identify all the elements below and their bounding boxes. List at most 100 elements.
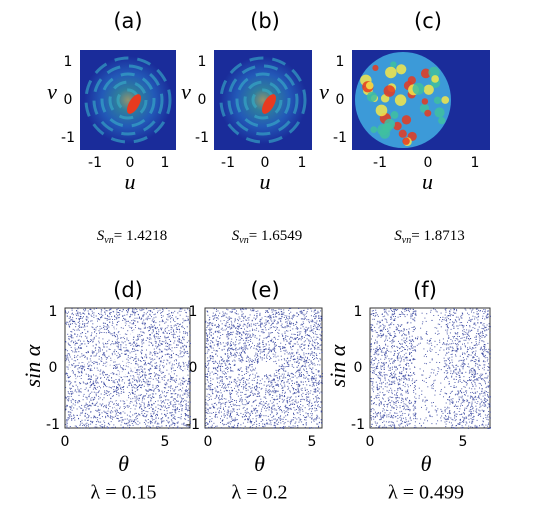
poincare-point [242, 325, 244, 327]
poincare-point [148, 369, 150, 371]
poincare-point [164, 329, 166, 331]
poincare-point [71, 409, 73, 411]
poincare-point [100, 377, 102, 379]
poincare-point [133, 342, 135, 344]
poincare-point [102, 354, 103, 356]
poincare-point [177, 400, 179, 402]
poincare-point [142, 397, 144, 399]
poincare-point [151, 361, 153, 363]
poincare-point [68, 361, 70, 363]
poincare-point [114, 386, 115, 388]
poincare-point [122, 316, 124, 317]
poincare-point [228, 349, 230, 351]
poincare-point [243, 380, 245, 382]
poincare-point [79, 344, 81, 346]
poincare-point [257, 360, 259, 362]
poincare-point [254, 345, 255, 347]
poincare-point [182, 342, 184, 344]
poincare-point [213, 344, 215, 346]
poincare-point [231, 334, 233, 336]
poincare-point [70, 395, 72, 397]
poincare-point [128, 421, 130, 423]
poincare-point [164, 391, 165, 393]
poincare-point [249, 365, 251, 367]
poincare-point [237, 425, 238, 426]
poincare-point [153, 388, 155, 390]
poincare-point [154, 367, 156, 369]
poincare-point [311, 351, 313, 353]
poincare-point [118, 395, 120, 397]
poincare-point [244, 352, 246, 354]
poincare-point [308, 405, 310, 407]
poincare-point [68, 414, 70, 416]
poincare-point [99, 319, 101, 321]
poincare-point [223, 390, 225, 392]
poincare-point [245, 366, 247, 368]
poincare-point [319, 376, 321, 378]
poincare-point [147, 422, 149, 424]
poincare-point [129, 326, 131, 328]
poincare-point [265, 390, 267, 391]
poincare-point [114, 365, 115, 366]
poincare-point [176, 327, 178, 329]
poincare-point [187, 383, 189, 385]
poincare-point [155, 322, 157, 324]
poincare-point [310, 337, 312, 339]
poincare-point [185, 413, 186, 415]
poincare-point [124, 422, 125, 424]
poincare-point [206, 417, 208, 419]
poincare-point [231, 426, 233, 428]
poincare-point [166, 327, 168, 329]
poincare-point [143, 414, 145, 416]
poincare-point [208, 367, 210, 369]
poincare-point [172, 417, 174, 419]
poincare-point [217, 391, 219, 393]
poincare-point [103, 325, 105, 327]
poincare-point [116, 417, 118, 419]
heatmap-ring [243, 80, 283, 120]
poincare-point [162, 332, 164, 334]
poincare-point [210, 377, 212, 379]
poincare-point [308, 339, 310, 341]
poincare-point [261, 419, 263, 421]
poincare-point [213, 373, 215, 375]
poincare-point [223, 370, 225, 372]
poincare-point [275, 316, 277, 318]
poincare-point [318, 417, 320, 419]
poincare-point [292, 383, 293, 384]
poincare-point [291, 419, 293, 421]
poincare-point [87, 343, 89, 344]
poincare-point [187, 366, 189, 368]
poincare-point [284, 405, 286, 407]
poincare-point [277, 321, 279, 323]
poincare-point [250, 347, 251, 349]
poincare-point [155, 351, 157, 353]
poincare-point [273, 386, 275, 388]
y-tick-label: -1 [333, 130, 347, 146]
poincare-point [156, 347, 158, 349]
poincare-point [105, 332, 107, 334]
poincare-point [113, 364, 115, 366]
poincare-point [322, 373, 323, 375]
poincare-point [273, 375, 275, 377]
poincare-point [166, 392, 167, 394]
poincare-point [258, 403, 260, 405]
poincare-point [97, 405, 99, 407]
poincare-point [238, 385, 240, 386]
poincare-point [306, 372, 308, 374]
poincare-point [172, 367, 174, 369]
heatmap-ring [100, 72, 156, 128]
poincare-point [137, 420, 139, 422]
poincare-point [134, 345, 136, 347]
poincare-point [116, 367, 118, 369]
poincare-point [72, 392, 74, 394]
poincare-point [74, 367, 76, 368]
poincare-point [312, 419, 314, 421]
poincare-point [256, 313, 258, 314]
poincare-point [218, 347, 220, 349]
poincare-point [130, 356, 132, 358]
poincare-point [288, 342, 290, 344]
poincare-point [121, 311, 123, 313]
poincare-point [82, 381, 84, 383]
heatmap-blob [412, 82, 425, 95]
